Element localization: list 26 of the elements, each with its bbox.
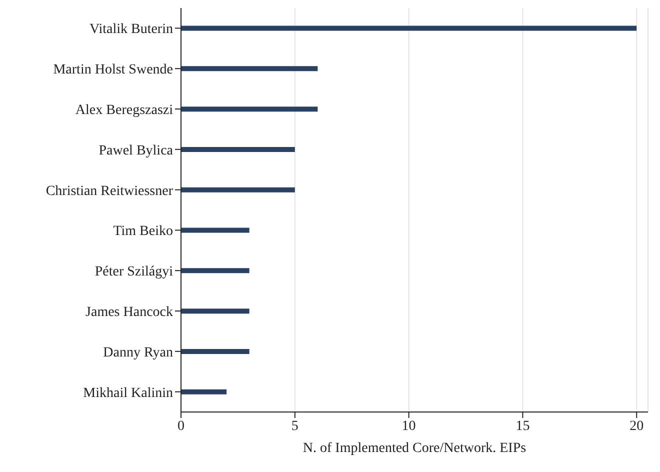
y-tick-label: Danny Ryan bbox=[103, 345, 173, 360]
bar bbox=[181, 308, 250, 314]
x-tick-label: 20 bbox=[630, 418, 644, 434]
bar bbox=[181, 26, 637, 31]
bar bbox=[181, 389, 227, 394]
bar bbox=[181, 146, 295, 152]
y-tick-label: Pawel Bylica bbox=[98, 143, 174, 158]
y-tick-label: Péter Szilágyi bbox=[94, 264, 174, 280]
y-tick-label: Tim Beiko bbox=[113, 224, 173, 240]
bar bbox=[181, 66, 318, 72]
x-tick-label: 15 bbox=[516, 418, 530, 434]
y-tick-label: Martin Holst Swende bbox=[53, 62, 173, 78]
x-axis-title: N. of Implemented Core/Network. EIPs bbox=[302, 441, 526, 456]
bar bbox=[181, 268, 250, 274]
y-tick-label: Christian Reitwiessner bbox=[46, 184, 174, 199]
bar bbox=[181, 106, 318, 112]
y-tick-label: Alex Beregszaszi bbox=[75, 102, 174, 118]
bar bbox=[181, 348, 250, 354]
x-tick-label: 5 bbox=[291, 418, 298, 434]
y-tick-label: James Hancock bbox=[86, 304, 173, 320]
y-tick-label: Mikhail Kalinin bbox=[83, 386, 173, 401]
bar bbox=[181, 187, 295, 192]
x-tick-label: 0 bbox=[178, 418, 184, 434]
x-tick-label: 10 bbox=[402, 418, 416, 434]
y-tick-label: Vitalik Buterin bbox=[89, 22, 173, 38]
bar bbox=[181, 228, 250, 233]
